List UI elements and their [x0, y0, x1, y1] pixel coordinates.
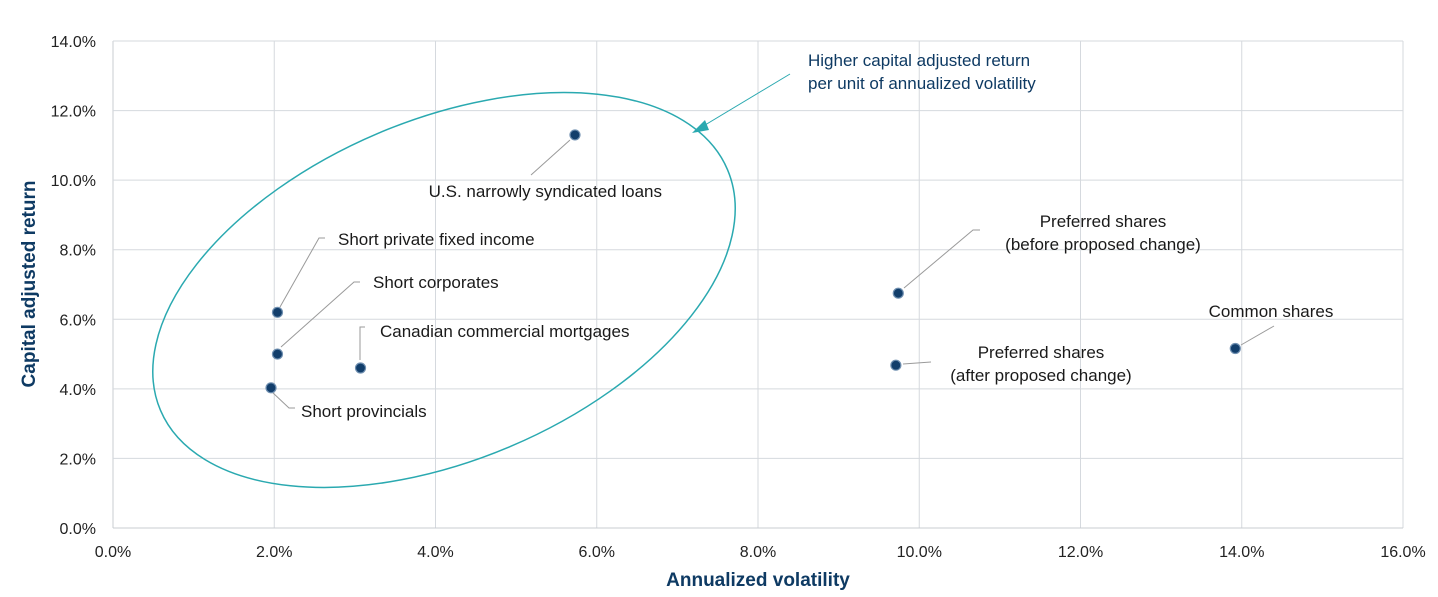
point-labels: U.S. narrowly syndicated loans Short priv… — [301, 182, 1333, 421]
x-tick-label: 16.0% — [1380, 544, 1425, 561]
x-tick-label: 4.0% — [417, 544, 453, 561]
leader-line — [903, 229, 980, 289]
y-tick-label: 2.0% — [60, 451, 96, 468]
y-tick-label: 6.0% — [60, 312, 96, 329]
y-tick-label: 10.0% — [51, 173, 96, 190]
data-point — [892, 287, 904, 299]
leader-line — [530, 139, 571, 176]
y-tick-label: 4.0% — [60, 382, 96, 399]
point-label: Short corporates — [373, 273, 499, 292]
data-point — [354, 362, 367, 374]
annotation-arrowhead — [692, 120, 709, 133]
point-label: Preferred shares (before proposed change) — [1005, 212, 1201, 254]
point-label: Short provincials — [301, 402, 427, 421]
leader-line — [1240, 325, 1275, 346]
point-label: Short private fixed income — [338, 230, 535, 249]
point-label: Preferred shares (after proposed change) — [950, 343, 1131, 385]
point-label: U.S. narrowly syndicated loans — [429, 182, 662, 201]
x-tick-label: 2.0% — [256, 544, 292, 561]
data-point — [890, 359, 902, 371]
highlight-region — [152, 91, 736, 489]
x-tick-label: 0.0% — [95, 544, 131, 561]
annotation: Higher capital adjusted return per unit … — [692, 51, 1036, 133]
y-axis-title: Capital adjusted return — [19, 181, 40, 388]
leader-line — [279, 237, 325, 308]
leader-lines — [271, 139, 1275, 409]
annotation-text: Higher capital adjusted return per unit … — [808, 51, 1036, 93]
x-tick-label: 12.0% — [1058, 544, 1103, 561]
data-point — [271, 348, 284, 360]
point-label: Common shares — [1209, 302, 1334, 321]
leader-line — [271, 391, 295, 409]
x-tick-label: 8.0% — [740, 544, 776, 561]
tick-labels: 0.0% 2.0% 4.0% 6.0% 8.0% 10.0% 12.0% 14.0% 16.0%… — [51, 34, 1426, 561]
x-tick-label: 6.0% — [579, 544, 615, 561]
y-tick-label: 12.0% — [51, 104, 96, 121]
x-tick-label: 10.0% — [897, 544, 942, 561]
data-point — [569, 129, 581, 141]
annotation-arrow — [699, 73, 791, 129]
data-point — [1229, 342, 1241, 355]
data-points — [265, 129, 1241, 394]
x-tick-label: 14.0% — [1219, 544, 1264, 561]
gridlines — [112, 40, 1404, 529]
leader-line — [359, 326, 365, 360]
y-tick-label: 0.0% — [60, 521, 96, 538]
data-point — [265, 382, 277, 394]
data-point — [271, 306, 284, 318]
x-axis-title: Annualized volatility — [666, 570, 850, 591]
y-tick-label: 14.0% — [51, 34, 96, 51]
y-tick-label: 8.0% — [60, 243, 96, 260]
leader-line — [280, 281, 360, 348]
leader-line — [902, 361, 932, 365]
highlight-ellipse — [152, 91, 736, 489]
point-label: Canadian commercial mortgages — [380, 322, 629, 341]
